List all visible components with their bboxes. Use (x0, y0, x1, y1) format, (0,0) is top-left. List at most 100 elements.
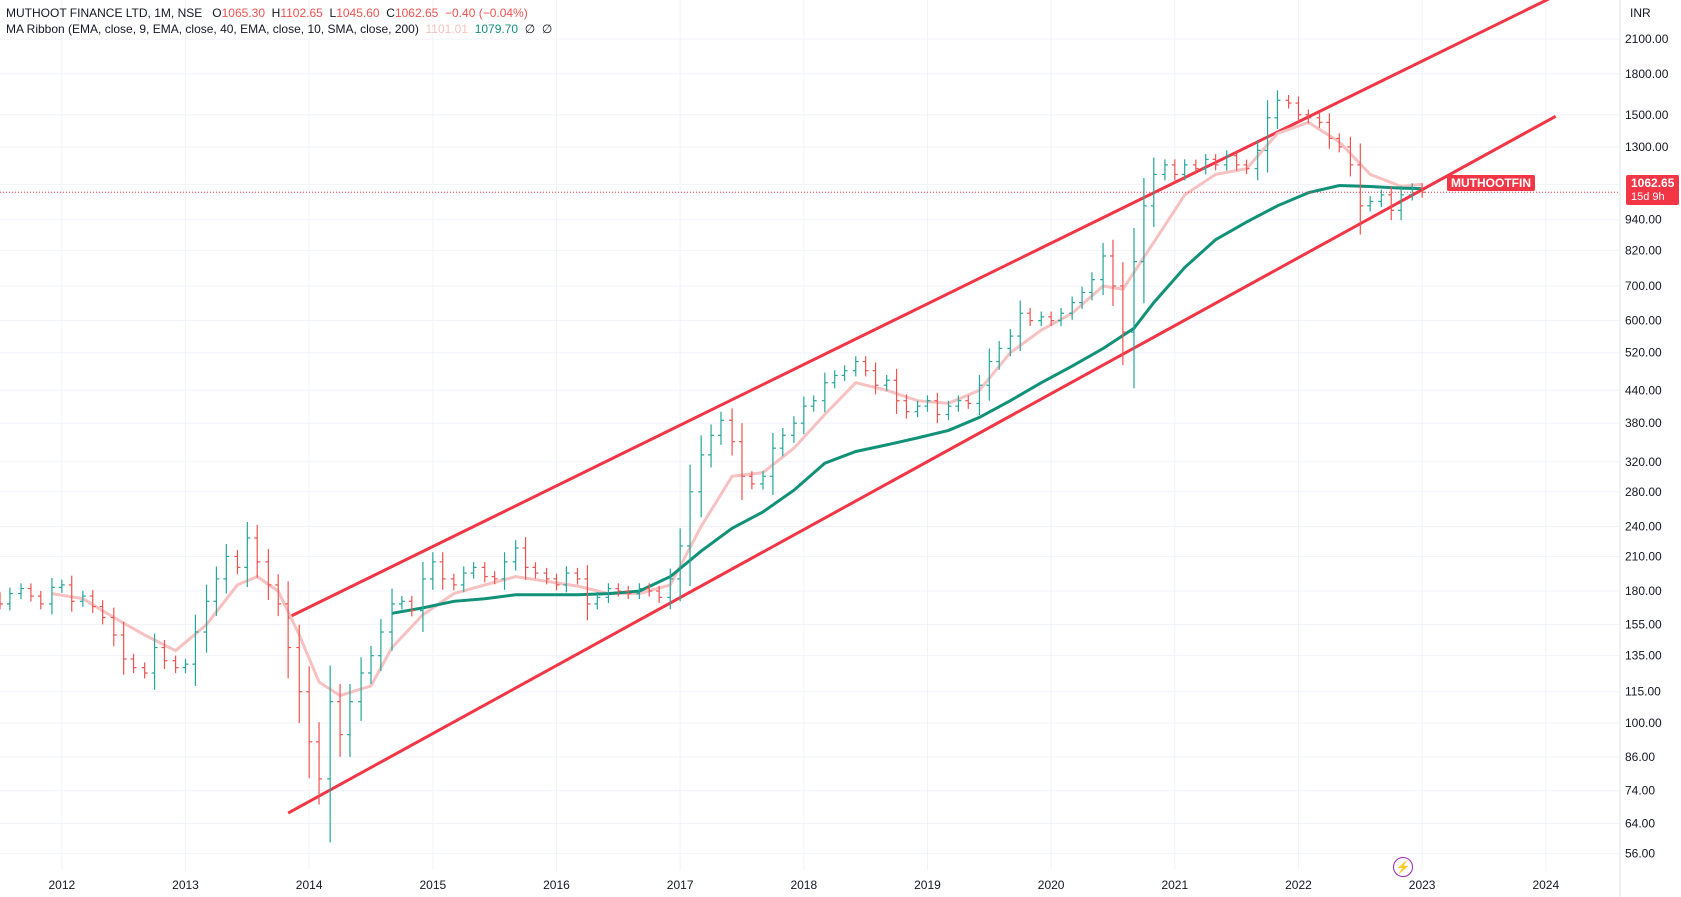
channel-lower-line (287, 114, 1557, 815)
ohlc-bar (389, 588, 396, 651)
countdown-value: 15d 9h (1631, 191, 1665, 203)
ribbon-label: MA Ribbon (EMA, close, 9, EMA, close, 40… (6, 22, 419, 36)
trend-channel (287, 0, 1557, 815)
ohlc-bar (667, 568, 674, 610)
ohlc-bar (872, 362, 879, 395)
ohlc-bar (841, 365, 848, 382)
ohlc-bar (914, 400, 921, 418)
price-axis: 56.00 64.00 74.00 86.00 100.00 115.00 135.00 15… (1625, 32, 1669, 860)
ohlc-bar (37, 590, 44, 610)
ohlc-bar (265, 549, 272, 600)
ohlc-bar (182, 658, 189, 674)
ohlc-bar (903, 394, 910, 419)
ohlc-bar (512, 540, 519, 571)
ohlc-bar (1285, 94, 1292, 109)
x-tick-label: 2024 (1532, 878, 1559, 892)
ohlc-bar (1316, 112, 1323, 128)
ohlc-bar (501, 552, 508, 590)
ohlc-bar (358, 657, 365, 721)
ohlc-bar (636, 583, 643, 600)
x-tick-label: 2015 (419, 878, 446, 892)
y-tick-label: 56.00 (1625, 846, 1655, 860)
y-tick-label: 2100.00 (1625, 32, 1669, 46)
ohlc-bar (1378, 189, 1385, 208)
ohlc-bar (584, 565, 591, 621)
ohlc-bar (377, 618, 384, 672)
channel-upper-line (287, 0, 1551, 619)
ohlc-bar (965, 395, 972, 409)
ohlc-bar (656, 585, 663, 603)
ohlc-bar (306, 666, 313, 779)
ohlc-bar (254, 524, 261, 578)
ohlc-bar (760, 470, 767, 490)
symbol-title: MUTHOOT FINANCE LTD, 1M, NSE (6, 6, 203, 20)
y-tick-label: 600.00 (1625, 314, 1662, 328)
ohlc-bar (48, 577, 55, 615)
ohlc-bar (408, 595, 415, 617)
ohlc-bar (1017, 300, 1024, 352)
ohlc-bar (223, 543, 230, 594)
ohlc-bar (543, 567, 550, 585)
ohlc-bar (1140, 177, 1147, 304)
ohlc-bar (996, 340, 1003, 370)
ohlc-bar (244, 521, 251, 588)
y-tick-label: 380.00 (1625, 416, 1662, 430)
ohlc-bar (213, 566, 220, 616)
y-tick-label: 115.00 (1625, 685, 1661, 699)
ohlc-bar (698, 435, 705, 518)
y-tick-label: 1300.00 (1625, 140, 1669, 154)
y-tick-label: 820.00 (1625, 243, 1662, 257)
ohlc-bar (646, 583, 653, 597)
low-value: 1045.60 (336, 6, 380, 20)
ohlc-bar (296, 624, 303, 724)
y-tick-label: 1500.00 (1625, 108, 1669, 122)
ohlc-bar (883, 374, 890, 391)
ohlc-bar (553, 573, 560, 591)
ohlc-bar (346, 684, 353, 757)
ohlc-bar (924, 395, 931, 412)
ohlc-bar (1212, 154, 1219, 171)
ohlc-bar (1233, 150, 1240, 171)
y-tick-label: 155.00 (1625, 618, 1662, 632)
ohlc-bar (234, 550, 241, 575)
indicator-legend[interactable]: MA Ribbon (EMA, close, 9, EMA, close, 40… (6, 22, 552, 36)
ohlc-bar (1007, 328, 1014, 357)
ohlc-bar (955, 395, 962, 412)
ohlc-bar (748, 471, 755, 490)
ohlc-bar (800, 396, 807, 435)
ribbon-value-3: ∅ (524, 22, 536, 36)
ohlc-bar (18, 583, 25, 600)
ohlc-bar (615, 583, 622, 597)
currency-label: INR (1630, 6, 1651, 20)
ohlc-bar (89, 590, 96, 614)
ohlc-bar (491, 571, 498, 585)
ohlc-bar (831, 370, 838, 389)
ohlc-bar (1274, 90, 1281, 129)
ohlc-bar (172, 655, 179, 674)
ohlc-bar (1388, 186, 1395, 221)
x-tick-label: 2013 (172, 878, 199, 892)
ohlc-bar (1038, 311, 1045, 327)
ohlc-bar (1347, 136, 1354, 177)
x-tick-label: 2018 (790, 878, 817, 892)
ohlc-bar (337, 684, 344, 757)
ohlc-bar (893, 368, 900, 414)
ohlc-bar (779, 427, 786, 457)
ohlc-bar (439, 552, 446, 590)
price-badge-value: 1062.65 (1631, 176, 1675, 190)
lightning-icon[interactable]: ⚡ (1393, 857, 1413, 877)
ohlc-bar (976, 374, 983, 416)
ohlc-bar (594, 592, 601, 610)
x-tick-label: 2016 (543, 878, 570, 892)
open-value: 1065.30 (221, 6, 265, 20)
ohlc-bar (677, 528, 684, 602)
ohlc-bar (429, 552, 436, 590)
ribbon-value-2: 1079.70 (474, 22, 519, 36)
ohlc-bar (1243, 159, 1250, 175)
ohlc-bar (450, 573, 457, 591)
x-tick-label: 2021 (1161, 878, 1188, 892)
ohlc-bar (1336, 133, 1343, 153)
x-tick-label: 2020 (1038, 878, 1065, 892)
y-tick-label: 100.00 (1625, 716, 1662, 730)
